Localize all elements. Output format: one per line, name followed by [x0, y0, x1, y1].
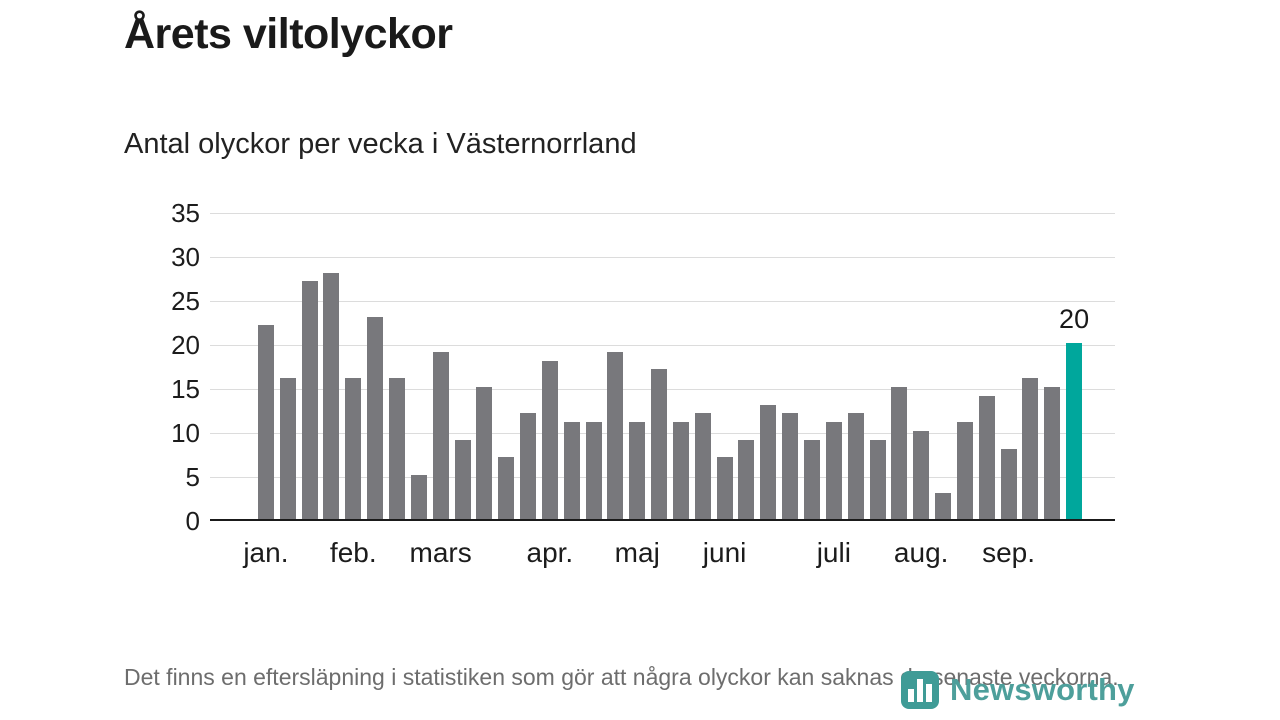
bar [323, 272, 340, 519]
bar [825, 422, 842, 519]
bar [541, 360, 558, 519]
y-tick-label: 35 [171, 198, 200, 228]
bar [563, 422, 580, 519]
x-tick-label-sep: sep. [982, 537, 1036, 568]
x-tick-label-maj: maj [614, 537, 660, 568]
gridline [210, 256, 1115, 258]
bar [345, 378, 362, 519]
bar [432, 351, 449, 519]
x-tick-label-apr: apr. [526, 537, 574, 568]
bar [956, 422, 973, 519]
bar [1022, 378, 1039, 519]
bar [454, 439, 471, 519]
y-tick-label: 15 [171, 374, 200, 404]
gridline [210, 344, 1115, 346]
y-tick-label: 20 [171, 330, 200, 360]
bar-chart-logo-icon [900, 670, 940, 710]
bar [760, 404, 777, 519]
bar [978, 395, 995, 519]
y-tick-label: 5 [185, 462, 200, 492]
bar [782, 413, 799, 519]
x-tick-label-juni: juni [702, 537, 747, 568]
bar [694, 413, 711, 519]
y-tick-label: 0 [185, 506, 200, 536]
bar [803, 439, 820, 519]
bar [891, 387, 908, 519]
bar [410, 475, 427, 519]
bar [301, 281, 318, 519]
bar [935, 492, 952, 519]
bar [607, 351, 624, 519]
gridline [210, 300, 1115, 302]
bar [476, 387, 493, 519]
x-tick-label-mars: mars [409, 537, 472, 568]
x-axis-labels: jan. feb. mars apr. maj juni juli aug. sep. [210, 537, 1115, 577]
bar [716, 457, 733, 519]
page-title: Årets viltolyckor [124, 10, 453, 58]
bar [498, 457, 515, 519]
x-tick-label-juli: juli [816, 537, 851, 568]
bar [585, 422, 602, 519]
bar [257, 325, 274, 519]
y-tick-label: 10 [171, 418, 200, 448]
x-tick-label-jan: jan. [243, 537, 289, 568]
bar-current-week [1066, 343, 1083, 519]
y-tick-label: 30 [171, 242, 200, 272]
bar [1044, 387, 1061, 519]
bar [367, 316, 384, 519]
bar [738, 439, 755, 519]
bar [388, 378, 405, 519]
current-week-value-label: 20 [1059, 304, 1090, 334]
bar-chart-plot-area: 20 [210, 212, 1115, 521]
gridline [210, 212, 1115, 214]
bar [279, 378, 296, 519]
bar [651, 369, 668, 519]
bar [629, 422, 646, 519]
bar [913, 431, 930, 519]
bar [1000, 448, 1017, 519]
x-tick-label-aug: aug. [893, 537, 949, 568]
bar [869, 439, 886, 519]
x-tick-label-feb: feb. [329, 537, 377, 568]
bar [520, 413, 537, 519]
y-axis-labels: 0 5 10 15 20 25 30 35 [130, 198, 200, 536]
y-tick-label: 25 [171, 286, 200, 316]
bar [847, 413, 864, 519]
chart-subtitle: Antal olyckor per vecka i Västernorrland [124, 128, 637, 160]
brand-name: Newsworthy [950, 672, 1135, 707]
newsworthy-logo[interactable]: Newsworthy [900, 668, 1135, 712]
bar [672, 422, 689, 519]
chart-footnote: Det finns en eftersläpning i statistiken… [124, 664, 1119, 690]
